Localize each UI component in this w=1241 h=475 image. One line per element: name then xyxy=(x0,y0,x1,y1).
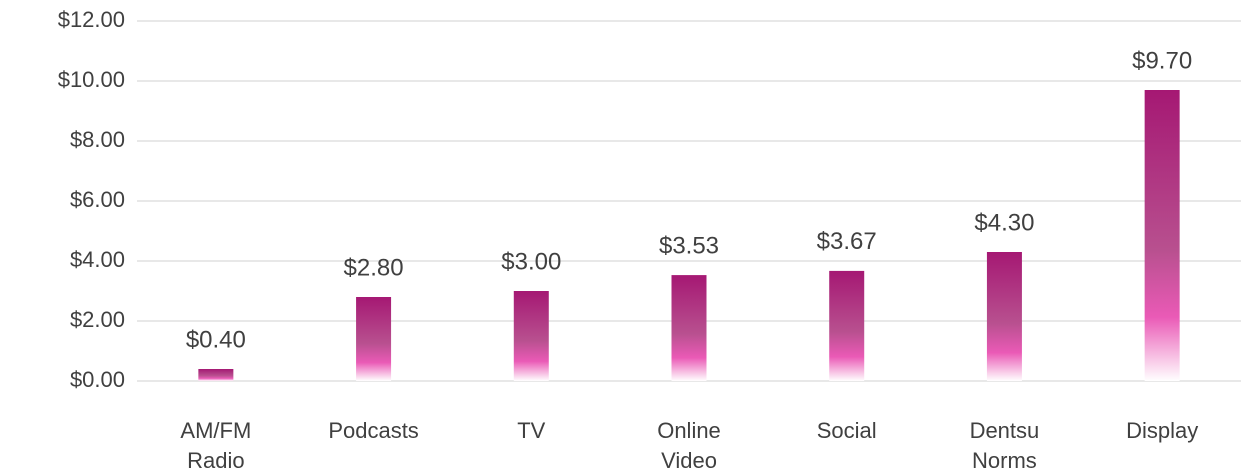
value-label: $3.00 xyxy=(501,248,561,275)
x-tick-label: Podcasts xyxy=(328,418,419,443)
bar xyxy=(513,291,549,381)
bar xyxy=(356,297,392,381)
x-tick-label: TV xyxy=(517,418,545,443)
x-tick-label: AM/FM Radio xyxy=(180,418,251,473)
y-tick-label: $12.00 xyxy=(58,7,125,32)
x-tick-label: Dentsu Norms xyxy=(970,418,1040,473)
value-label: $9.70 xyxy=(1132,47,1192,74)
value-label: $3.53 xyxy=(659,232,719,259)
y-tick-label: $2.00 xyxy=(70,307,125,332)
y-tick-label: $4.00 xyxy=(70,247,125,272)
bar xyxy=(198,369,234,381)
y-tick-label: $6.00 xyxy=(70,187,125,212)
value-label: $0.40 xyxy=(186,326,246,353)
bar xyxy=(1144,90,1180,381)
x-tick-label: Display xyxy=(1126,418,1198,443)
bar xyxy=(829,270,865,381)
x-tick-label: Online Video xyxy=(657,418,721,473)
y-tick-label: $0.00 xyxy=(70,367,125,392)
y-tick-label: $8.00 xyxy=(70,127,125,152)
value-label: $4.30 xyxy=(974,209,1034,236)
value-label: $3.67 xyxy=(817,228,877,255)
bar xyxy=(986,252,1022,381)
value-label: $2.80 xyxy=(344,254,404,281)
x-tick-label: Social xyxy=(817,418,877,443)
bar xyxy=(671,275,707,381)
y-tick-label: $10.00 xyxy=(58,67,125,92)
